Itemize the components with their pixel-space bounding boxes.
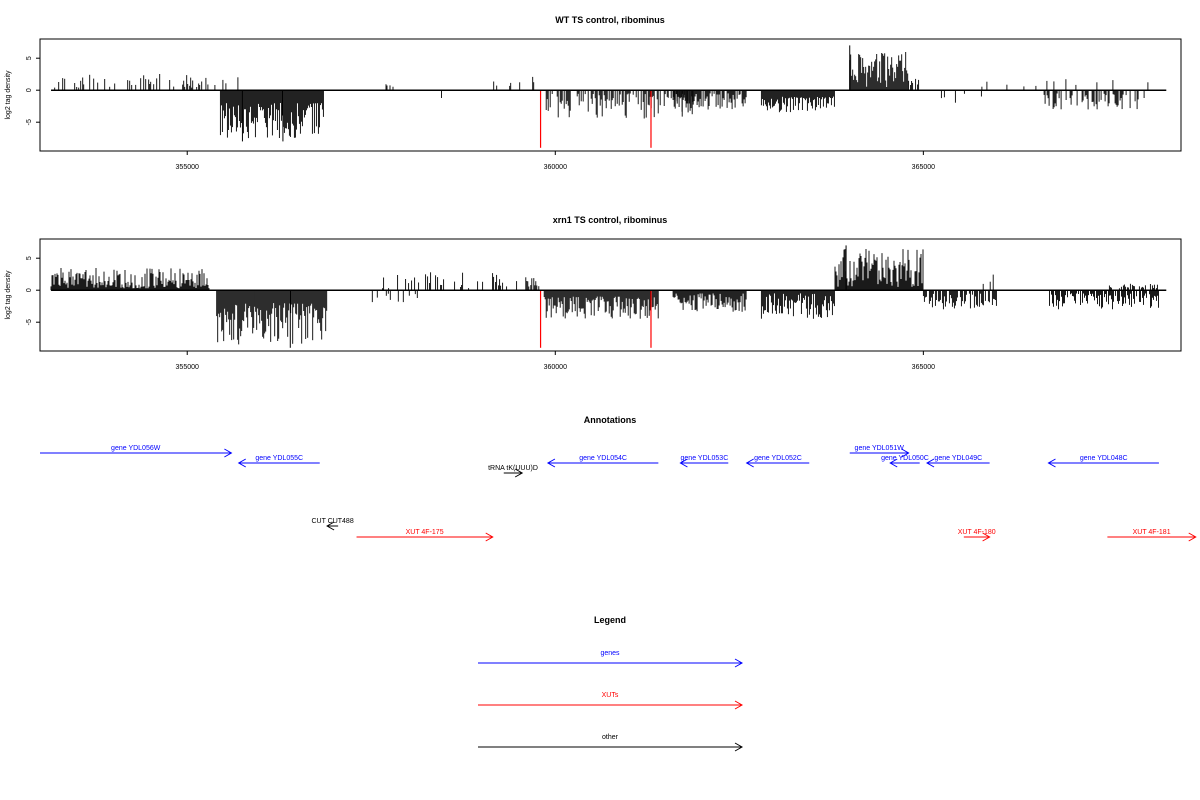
feature-arrow-arrowhead (982, 532, 991, 542)
feature-arrow-arrowhead (1188, 532, 1197, 542)
y-tick-label: 0 (26, 288, 33, 292)
legend-item-genes: genes (478, 650, 744, 668)
legend-arrow-arrowhead (734, 658, 744, 668)
feature-genes: gene YDL056W (40, 445, 233, 458)
feature-label: tRNA tK(UUU)D (488, 465, 538, 472)
legend-label: XUTs (602, 692, 619, 699)
x-tick-label: 360000 (544, 164, 567, 171)
feature-arrow-arrowhead (889, 458, 898, 468)
feature-genes: gene YDL053C (679, 455, 729, 468)
feature-arrow-arrowhead (326, 521, 335, 531)
feature-genes: gene YDL052C (745, 455, 810, 468)
y-tick-label: -5 (26, 119, 33, 125)
feature-genes: gene YDL048C (1047, 455, 1159, 468)
feature-other: CUT CUT488 (311, 518, 354, 531)
feature-arrow-arrowhead (745, 458, 754, 468)
xrn1-track-bars (50, 245, 1167, 348)
wt-track-panel: WT TS control, ribominus log2 tag densit… (5, 15, 1182, 171)
wt-track-axes: -5 0 5 355000 360000 365000 (26, 56, 935, 171)
feature-genes: gene YDL049C (926, 455, 990, 468)
annotations-panel: Annotations gene YDL056W gene YDL055C tRNA… (40, 415, 1197, 542)
legend-label: genes (600, 650, 620, 657)
feature-label: XUT 4F-181 (1133, 529, 1171, 536)
annotations-title: Annotations (584, 415, 637, 425)
feature-genes: gene YDL050C (881, 455, 929, 468)
legend-title: Legend (594, 615, 626, 625)
feature-label: gene YDL052C (754, 455, 802, 462)
feature-arrow-arrowhead (1047, 458, 1056, 468)
xrn1-track-ylabel: log2 tag density (5, 270, 12, 320)
y-tick-label: -5 (26, 319, 33, 325)
legend-arrow-arrowhead (734, 700, 744, 710)
wt-track-ylabel: log2 tag density (5, 70, 12, 120)
feature-genes: gene YDL055C (237, 455, 320, 468)
feature-label: gene YDL050C (881, 455, 929, 462)
feature-label: CUT CUT488 (311, 518, 353, 525)
wt-track-frame (39, 38, 1182, 152)
feature-label: XUT 4F-175 (406, 529, 444, 536)
feature-xuts: XUT 4F-180 (958, 529, 996, 542)
feature-arrow-arrowhead (224, 448, 233, 458)
feature-label: gene YDL048C (1080, 455, 1128, 462)
feature-label: gene YDL055C (255, 455, 303, 462)
feature-arrow-arrowhead (926, 458, 935, 468)
y-tick-label: 5 (26, 256, 33, 260)
feature-xuts: XUT 4F-181 (1107, 529, 1197, 542)
xrn1-track-frame (39, 238, 1182, 352)
x-tick-label: 355000 (176, 164, 199, 171)
x-tick-label: 355000 (176, 364, 199, 371)
feature-label: gene YDL056W (111, 445, 161, 452)
feature-genes: gene YDL054C (546, 455, 659, 468)
x-tick-label: 365000 (912, 164, 935, 171)
legend-label: other (602, 734, 619, 741)
feature-other: tRNA tK(UUU)D (488, 465, 538, 478)
x-tick-label: 360000 (544, 364, 567, 371)
feature-arrow-arrowhead (237, 458, 247, 468)
legend-item-other: other (478, 734, 744, 752)
annotation-features: gene YDL056W gene YDL055C tRNA tK(UUU)D gen… (40, 445, 1197, 542)
x-tick-label: 365000 (912, 364, 935, 371)
feature-label: gene YDL049C (934, 455, 982, 462)
wt-track-title: WT TS control, ribominus (555, 15, 665, 25)
legend-panel: Legend genes XUTs other (478, 615, 744, 752)
feature-label: gene YDL054C (579, 455, 627, 462)
feature-arrow-arrowhead (901, 448, 910, 458)
y-tick-label: 0 (26, 88, 33, 92)
feature-arrow-arrowhead (514, 468, 524, 478)
legend-arrow-arrowhead (734, 742, 744, 752)
wt-track-bars (51, 45, 1167, 148)
xrn1-track-title: xrn1 TS control, ribominus (553, 215, 668, 225)
feature-xuts: XUT 4F-175 (356, 529, 494, 542)
feature-label: gene YDL051W (855, 445, 905, 452)
legend-items: genes XUTs other (478, 650, 744, 752)
xrn1-track-axes: -5 0 5 355000 360000 365000 (26, 256, 935, 371)
feature-arrow-arrowhead (546, 458, 556, 468)
y-tick-label: 5 (26, 56, 33, 60)
xrn1-track-panel: xrn1 TS control, ribominus log2 tag dens… (5, 215, 1182, 371)
feature-arrow-arrowhead (485, 532, 494, 542)
feature-genes: gene YDL051W (849, 445, 910, 458)
feature-label: gene YDL053C (681, 455, 729, 462)
feature-arrow-arrowhead (679, 458, 688, 468)
legend-item-xuts: XUTs (478, 692, 744, 710)
feature-label: XUT 4F-180 (958, 529, 996, 536)
